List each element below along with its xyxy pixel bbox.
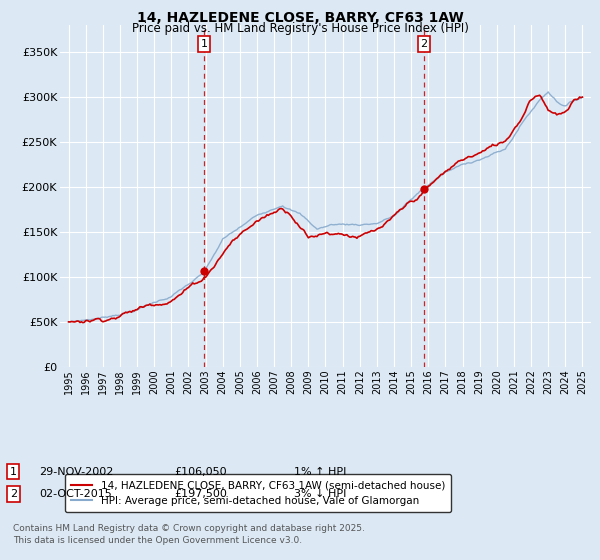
Text: 02-OCT-2015: 02-OCT-2015 [39, 489, 112, 499]
Text: 1: 1 [10, 466, 17, 477]
Text: £197,500: £197,500 [174, 489, 227, 499]
Text: £106,050: £106,050 [174, 466, 227, 477]
Text: 29-NOV-2002: 29-NOV-2002 [39, 466, 113, 477]
Legend: 14, HAZLEDENE CLOSE, BARRY, CF63 1AW (semi-detached house), HPI: Average price, : 14, HAZLEDENE CLOSE, BARRY, CF63 1AW (se… [65, 474, 451, 512]
Text: 1: 1 [200, 39, 208, 49]
Text: Price paid vs. HM Land Registry's House Price Index (HPI): Price paid vs. HM Land Registry's House … [131, 22, 469, 35]
Text: 3% ↓ HPI: 3% ↓ HPI [294, 489, 346, 499]
Text: Contains HM Land Registry data © Crown copyright and database right 2025.
This d: Contains HM Land Registry data © Crown c… [13, 524, 365, 545]
Text: 1% ↑ HPI: 1% ↑ HPI [294, 466, 346, 477]
Text: 2: 2 [421, 39, 428, 49]
Text: 14, HAZLEDENE CLOSE, BARRY, CF63 1AW: 14, HAZLEDENE CLOSE, BARRY, CF63 1AW [137, 11, 463, 25]
Text: 2: 2 [10, 489, 17, 499]
